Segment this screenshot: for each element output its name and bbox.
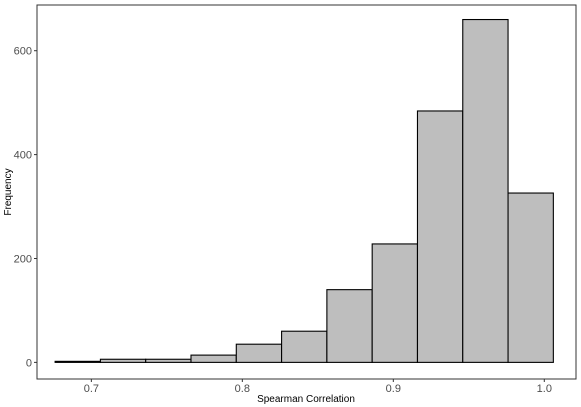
histogram-bar-1 <box>99 358 147 363</box>
y-tick-label: 600 <box>14 46 32 58</box>
x-tick-label: 0.8 <box>235 383 250 395</box>
histogram-bar-6 <box>326 289 373 363</box>
x-tick-label: 0.7 <box>84 383 99 395</box>
histogram-bar-8 <box>416 110 464 363</box>
histogram-bar-3 <box>190 354 237 363</box>
histogram-bar-4 <box>235 343 283 363</box>
y-tick-label: 0 <box>26 357 32 369</box>
y-axis-title: Frequency <box>3 168 14 215</box>
histogram-bars <box>54 18 554 363</box>
histogram-bar-5 <box>281 330 328 363</box>
histogram-bar-7 <box>371 243 419 363</box>
x-axis-ticks: 0.7 0.8 0.9 1.0 <box>84 379 552 395</box>
x-tick-label: 0.9 <box>386 383 401 395</box>
x-tick-label: 1.0 <box>537 383 552 395</box>
histogram-bar-0 <box>54 360 101 363</box>
y-axis-ticks: 0 200 400 600 <box>14 46 37 369</box>
histogram-bar-9 <box>462 18 509 363</box>
x-axis-title: Spearman Correlation <box>257 394 355 405</box>
y-tick-label: 400 <box>14 150 32 162</box>
histogram-bar-10 <box>507 192 554 363</box>
y-tick-label: 200 <box>14 253 32 265</box>
histogram-bar-2 <box>145 358 192 363</box>
